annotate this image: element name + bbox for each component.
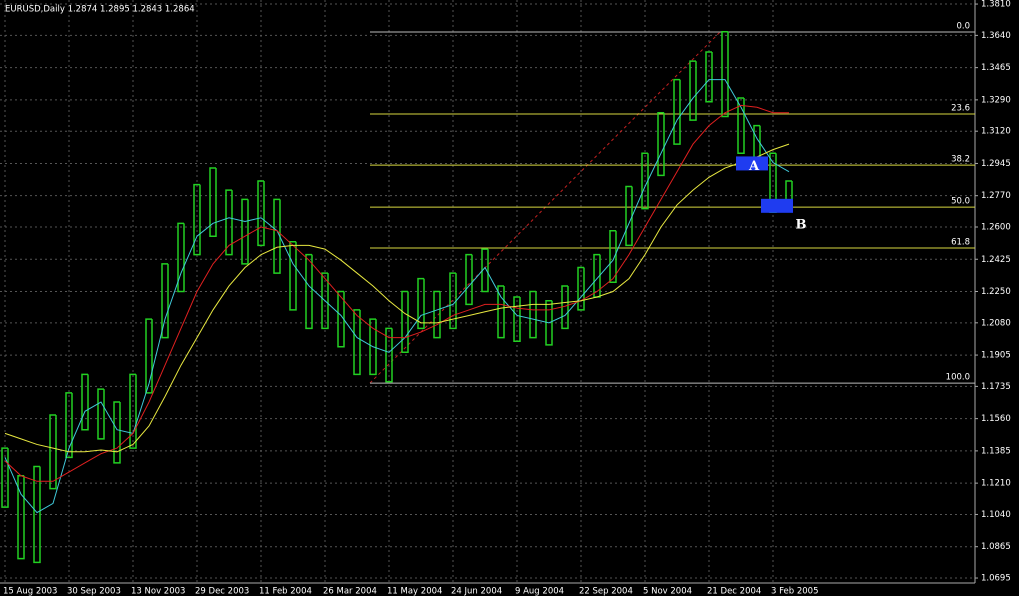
price-bar: [513, 296, 521, 343]
price-bar: [225, 189, 233, 256]
y-tick-label: 1.3640: [981, 31, 1011, 41]
price-bar: [81, 373, 89, 431]
fib-label: 38.2: [951, 155, 970, 165]
price-bar: [305, 253, 313, 330]
price-bar: [369, 318, 377, 376]
price-bar: [129, 373, 137, 449]
x-tick-label: 5 Nov 2004: [643, 587, 692, 596]
price-bar: [497, 285, 505, 339]
y-tick-label: 1.3120: [981, 127, 1011, 137]
price-bar: [33, 465, 41, 564]
price-bar: [273, 198, 281, 274]
fib-label: 23.6: [951, 104, 970, 114]
y-tick-label: 1.3465: [981, 63, 1011, 73]
fib-label: 61.8: [951, 238, 970, 248]
price-bar: [737, 97, 745, 155]
x-tick-label: 13 Nov 2003: [131, 587, 185, 596]
x-tick-label: 9 Aug 2004: [515, 587, 564, 596]
price-bar: [433, 290, 441, 339]
price-bar: [417, 277, 425, 330]
moving-average: [4, 79, 790, 514]
price-bar: [721, 30, 729, 118]
price-bar: [657, 112, 665, 177]
fib-label: 0.0: [956, 22, 970, 32]
x-tick-label: 11 Feb 2004: [259, 587, 312, 596]
price-bar: [49, 414, 57, 490]
y-tick-label: 1.1385: [981, 446, 1011, 456]
price-bar: [145, 318, 153, 394]
y-tick-label: 1.3290: [981, 95, 1011, 105]
price-bar: [113, 401, 121, 464]
price-bar: [289, 240, 297, 311]
price-bar: [177, 222, 185, 293]
y-tick-label: 1.0865: [981, 542, 1011, 552]
price-bar: [97, 388, 105, 440]
y-tick-label: 1.2425: [981, 255, 1011, 265]
price-bar: [401, 290, 409, 354]
marker-box: [761, 198, 793, 213]
y-tick-label: 1.1210: [981, 479, 1011, 489]
y-tick-label: 1.2250: [981, 287, 1011, 297]
x-tick-label: 21 Dec 2004: [707, 587, 761, 596]
price-bar: [65, 392, 73, 459]
price-bar: [385, 327, 393, 383]
price-bar: [241, 198, 249, 265]
y-tick-label: 1.1560: [981, 414, 1011, 424]
chart-title: EURUSD,Daily 1.2874 1.2895 1.2843 1.2864: [5, 5, 195, 15]
price-bar: [673, 78, 681, 145]
price-bar: [193, 183, 201, 256]
x-tick-label: 11 May 2004: [387, 587, 442, 596]
x-tick-label: 30 Sep 2003: [67, 587, 121, 596]
y-tick-label: 1.1735: [981, 382, 1011, 392]
price-bar: [1, 447, 9, 508]
y-tick-label: 1.2600: [981, 223, 1011, 233]
x-tick-label: 22 Sep 2004: [579, 587, 633, 596]
y-tick-label: 1.2945: [981, 159, 1011, 169]
x-tick-label: 29 Dec 2003: [195, 587, 249, 596]
y-tick-label: 1.1040: [981, 510, 1011, 520]
x-tick-label: 15 Aug 2003: [3, 587, 57, 596]
moving-average: [4, 104, 789, 482]
marker-label: A: [748, 159, 760, 174]
price-bar: [545, 299, 553, 346]
price-bar: [529, 290, 537, 339]
y-tick-label: 1.3810: [981, 0, 1011, 10]
y-tick-label: 1.1905: [981, 351, 1011, 361]
price-bar: [465, 253, 473, 306]
x-tick-label: 24 Jun 2004: [451, 587, 502, 596]
y-tick-label: 1.2770: [981, 191, 1011, 201]
price-bar: [705, 51, 713, 103]
moving-average: [4, 143, 790, 453]
price-bar: [609, 229, 617, 284]
price-bar: [353, 309, 361, 376]
price-bar: [257, 180, 265, 247]
price-bar: [209, 167, 217, 237]
x-tick-label: 3 Feb 2005: [771, 587, 819, 596]
fib-label: 50.0: [951, 197, 970, 207]
y-tick-label: 1.0695: [981, 574, 1011, 584]
x-tick-label: 26 Mar 2004: [323, 587, 377, 596]
fib-label: 100.0: [946, 373, 970, 383]
price-bar: [161, 263, 169, 339]
marker-box: [736, 156, 768, 171]
marker-label: B: [796, 217, 807, 232]
price-bar: [689, 60, 697, 121]
price-bar: [321, 272, 329, 330]
price-bar: [577, 266, 585, 311]
y-tick-label: 1.2080: [981, 318, 1011, 328]
